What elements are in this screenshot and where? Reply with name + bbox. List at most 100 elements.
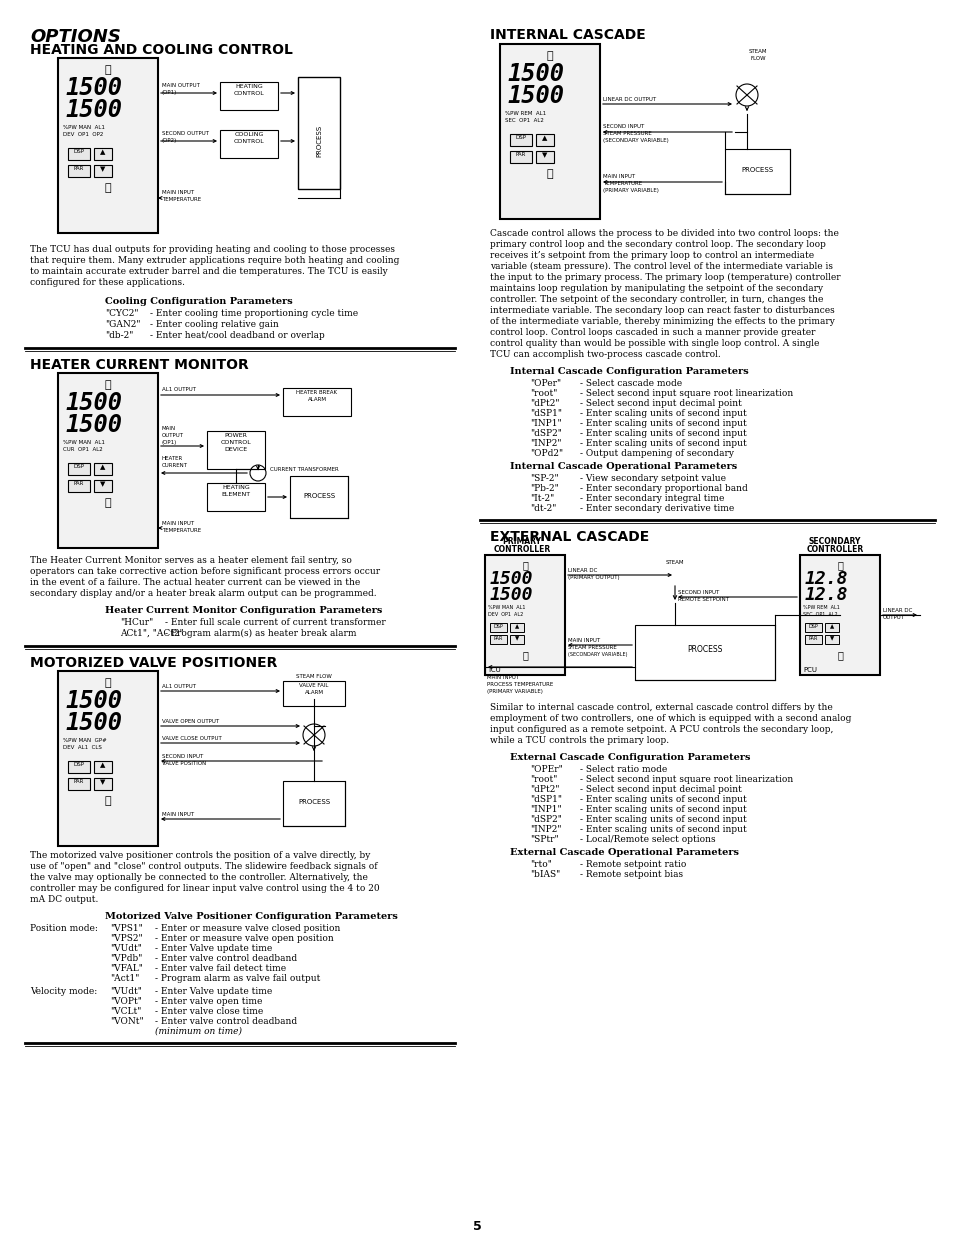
Text: "dPt2": "dPt2" (530, 785, 558, 794)
Text: %PW REM  AL1: %PW REM AL1 (802, 605, 839, 610)
Bar (724, 149, 789, 194)
Text: DSP: DSP (73, 762, 85, 767)
Text: ⓘ: ⓘ (836, 650, 842, 659)
Text: "root": "root" (530, 389, 557, 398)
Text: secondary display and/or a heater break alarm output can be programmed.: secondary display and/or a heater break … (30, 589, 376, 598)
Text: MOTORIZED VALVE POSITIONER: MOTORIZED VALVE POSITIONER (30, 656, 277, 671)
Text: PAR: PAR (73, 779, 84, 784)
Bar (283, 781, 345, 826)
Bar (68, 761, 90, 773)
Bar (824, 622, 838, 632)
Text: VALVE CLOSE OUTPUT: VALVE CLOSE OUTPUT (162, 736, 221, 741)
Text: operators can take corrective action before significant process errors occur: operators can take corrective action bef… (30, 567, 379, 576)
Text: in the event of a failure. The actual heater current can be viewed in the: in the event of a failure. The actual he… (30, 578, 360, 587)
Text: STEAM: STEAM (748, 49, 766, 54)
Text: "bIAS": "bIAS" (530, 869, 559, 879)
Text: - Program alarm as valve fail output: - Program alarm as valve fail output (154, 974, 320, 983)
Text: HEATER BREAK: HEATER BREAK (296, 390, 337, 395)
Text: ⓘ: ⓘ (546, 169, 553, 179)
Bar (804, 635, 821, 643)
Text: ALARM: ALARM (307, 396, 326, 403)
Text: DEV  AL1  CLS: DEV AL1 CLS (63, 745, 102, 750)
Text: "root": "root" (530, 776, 557, 784)
Text: VALVE OPEN OUTPUT: VALVE OPEN OUTPUT (162, 719, 219, 724)
Text: STEAM PRESSURE: STEAM PRESSURE (602, 131, 651, 136)
Text: "rto": "rto" (530, 860, 551, 869)
Text: mA DC output.: mA DC output. (30, 895, 98, 904)
Text: ▼: ▼ (100, 480, 106, 487)
Text: 1500: 1500 (507, 84, 564, 107)
Text: "SPtr": "SPtr" (530, 835, 558, 844)
Bar (484, 555, 564, 676)
Text: LINEAR DC: LINEAR DC (882, 608, 911, 613)
Text: ⓘ: ⓘ (836, 559, 842, 571)
Text: ⓘ: ⓘ (546, 51, 553, 61)
Text: "GAN2": "GAN2" (105, 320, 140, 329)
Text: HEATER: HEATER (162, 456, 183, 461)
Text: ▲: ▲ (829, 624, 833, 629)
Text: "VFAL": "VFAL" (110, 965, 143, 973)
Text: "dSP2": "dSP2" (530, 429, 561, 438)
Text: STEAM: STEAM (665, 559, 683, 564)
Text: - Enter cooling time proportioning cycle time: - Enter cooling time proportioning cycle… (150, 309, 357, 317)
Bar (510, 635, 523, 643)
Bar (94, 148, 112, 161)
Text: DEVICE: DEVICE (224, 447, 247, 452)
Text: DEV  OP1  AL2: DEV OP1 AL2 (488, 613, 522, 618)
Text: ▲: ▲ (541, 135, 547, 141)
Text: PAR: PAR (493, 636, 502, 641)
Text: "SP-2": "SP-2" (530, 474, 558, 483)
Text: ELEMENT: ELEMENT (221, 492, 251, 496)
Text: configured for these applications.: configured for these applications. (30, 278, 185, 287)
Bar (68, 778, 90, 790)
Bar (94, 463, 112, 475)
Text: MAIN INPUT: MAIN INPUT (162, 521, 193, 526)
Text: "db-2": "db-2" (105, 331, 133, 340)
Bar (207, 483, 265, 511)
Text: ACt1", "ACt2": ACt1", "ACt2" (120, 629, 184, 638)
Text: - Select second input square root linearization: - Select second input square root linear… (579, 389, 792, 398)
Text: control loop. Control loops cascaded in such a manner provide greater: control loop. Control loops cascaded in … (490, 329, 815, 337)
Text: MAIN OUTPUT: MAIN OUTPUT (162, 83, 200, 88)
Bar (94, 165, 112, 177)
Text: - Select second input decimal point: - Select second input decimal point (579, 399, 741, 408)
Text: PROCESS: PROCESS (303, 493, 335, 499)
Bar (490, 635, 506, 643)
Text: - Enter scaling units of second input: - Enter scaling units of second input (579, 419, 746, 429)
Text: ▲: ▲ (515, 624, 518, 629)
Text: - Enter scaling units of second input: - Enter scaling units of second input (579, 815, 746, 824)
Text: DSP: DSP (73, 464, 85, 469)
Text: Internal Cascade Operational Parameters: Internal Cascade Operational Parameters (510, 462, 737, 471)
Text: 1500: 1500 (66, 711, 123, 735)
Text: "CYC2": "CYC2" (105, 309, 138, 317)
Text: controller. The setpoint of the secondary controller, in turn, changes the: controller. The setpoint of the secondar… (490, 295, 822, 304)
Text: - Enter or measure valve open position: - Enter or measure valve open position (154, 934, 334, 944)
Text: ⓘ: ⓘ (105, 678, 112, 688)
Text: 1500: 1500 (490, 585, 533, 604)
Bar (68, 463, 90, 475)
Text: "VPS2": "VPS2" (110, 934, 143, 944)
Text: EXTERNAL CASCADE: EXTERNAL CASCADE (490, 530, 649, 543)
Text: - Program alarm(s) as heater break alarm: - Program alarm(s) as heater break alarm (165, 629, 356, 638)
Text: VALVE FAIL: VALVE FAIL (299, 683, 329, 688)
Text: ⓘ: ⓘ (105, 183, 112, 193)
Text: FLOW: FLOW (749, 56, 765, 61)
Text: MAIN INPUT: MAIN INPUT (602, 174, 635, 179)
Text: PAR: PAR (516, 152, 526, 157)
Text: %PW MAN  AL1: %PW MAN AL1 (63, 440, 105, 445)
Text: (SECONDARY VARIABLE): (SECONDARY VARIABLE) (602, 138, 668, 143)
Bar (490, 622, 506, 632)
Text: %PW REM  AL1: %PW REM AL1 (504, 111, 545, 116)
Text: PROCESS: PROCESS (686, 645, 722, 655)
Bar (635, 625, 774, 680)
Text: "OPEr": "OPEr" (530, 764, 562, 774)
Bar (207, 431, 265, 469)
Text: The Heater Current Monitor serves as a heater element fail sentry, so: The Heater Current Monitor serves as a h… (30, 556, 352, 564)
Text: - Enter scaling units of second input: - Enter scaling units of second input (579, 409, 746, 417)
Text: ⓘ: ⓘ (105, 65, 112, 75)
Text: "VUdt": "VUdt" (110, 944, 142, 953)
Text: the input to the primary process. The primary loop (temperature) controller: the input to the primary process. The pr… (490, 273, 840, 282)
Text: - Select second input square root linearization: - Select second input square root linear… (579, 776, 792, 784)
Text: VALVE POSITION: VALVE POSITION (162, 761, 206, 766)
Text: 5: 5 (472, 1220, 481, 1233)
